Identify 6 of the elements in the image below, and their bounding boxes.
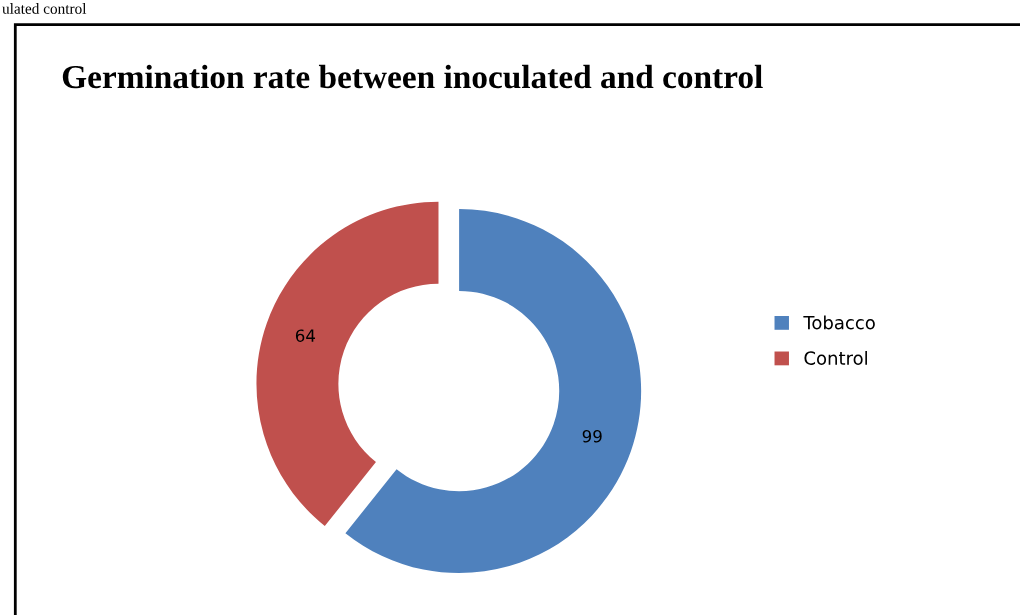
data-label: 99 (582, 429, 602, 443)
legend-label: Tobacco (803, 315, 875, 330)
data-label: 64 (295, 329, 316, 342)
legend-label: Control (804, 350, 867, 365)
chart-title: Germination rate between inoculated and control (62, 64, 763, 89)
text: ulated control (2, 3, 87, 14)
